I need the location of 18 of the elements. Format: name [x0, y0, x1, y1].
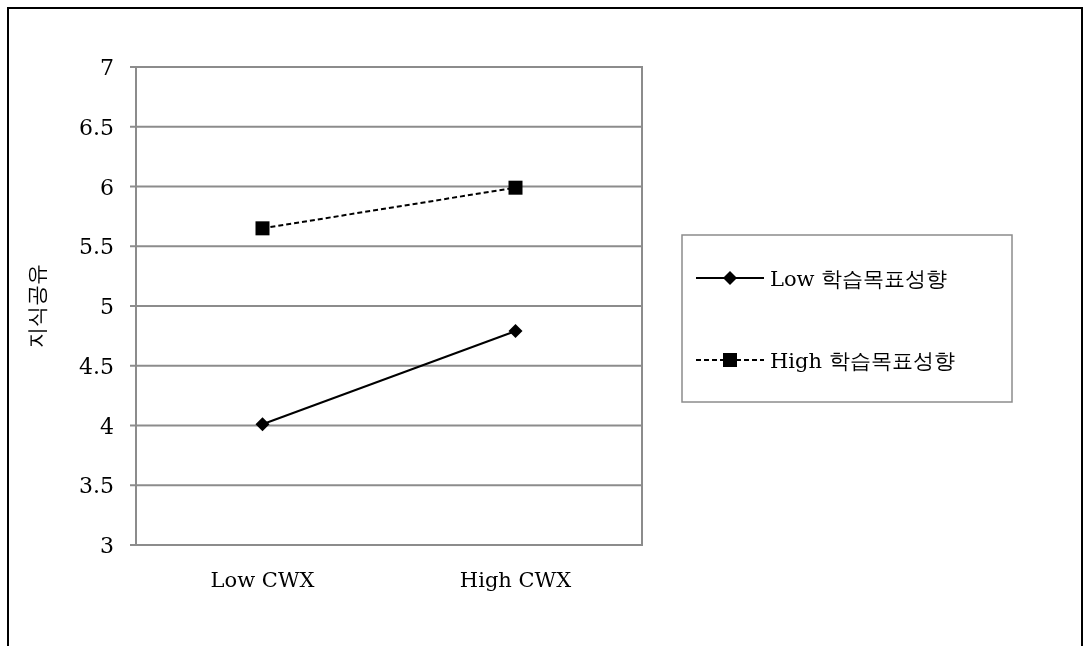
y-tick-label: 6.5 [79, 114, 114, 140]
y-axis-title: 지식공유 [25, 264, 49, 348]
y-tick-label: 5.5 [79, 234, 114, 260]
point [508, 324, 523, 339]
x-tick-label: Low CWX [210, 568, 315, 592]
y-tick-label: 5 [100, 294, 114, 319]
legend-label: High 학습목표성향 [770, 349, 955, 373]
y-tick-label: 4 [100, 413, 114, 439]
y-tick-label: 7 [100, 55, 114, 80]
y-tick-label: 6 [100, 174, 114, 200]
point [508, 180, 523, 195]
point [255, 221, 270, 236]
y-tick-label: 3 [100, 533, 114, 558]
y-tick-label: 3.5 [79, 473, 114, 499]
point [255, 417, 270, 432]
x-tick-label: High CWX [459, 568, 572, 592]
legend-label: Low 학습목표성향 [770, 267, 948, 291]
y-tick-label: 4.5 [79, 353, 114, 379]
